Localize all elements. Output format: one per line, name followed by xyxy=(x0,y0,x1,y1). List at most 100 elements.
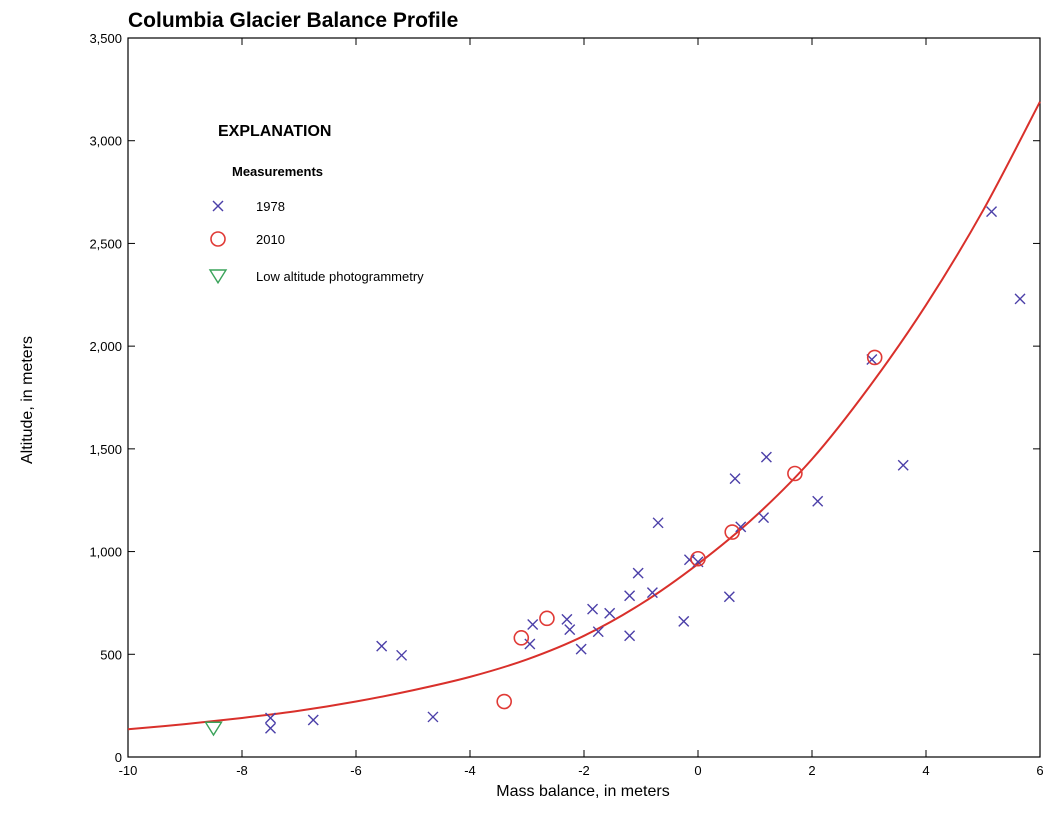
x-stroke xyxy=(758,512,770,524)
x-stroke xyxy=(427,711,439,723)
y-tick-label: 2,000 xyxy=(89,339,122,354)
y-tick-label: 0 xyxy=(115,750,122,765)
x-tick-label: 4 xyxy=(922,763,929,778)
x-stroke xyxy=(592,626,604,638)
x-stroke xyxy=(604,607,616,619)
y-tick-label: 1,500 xyxy=(89,442,122,457)
legend-title: EXPLANATION xyxy=(218,123,331,140)
point-1978 xyxy=(265,722,276,734)
x-stroke xyxy=(866,354,878,365)
point-1978 xyxy=(652,517,664,529)
x-stroke xyxy=(986,206,998,218)
point-1978 xyxy=(265,712,276,724)
legend-entry-low-altitude: Low altitude photogrammetry xyxy=(208,269,424,285)
y-tick-label: 500 xyxy=(100,647,122,662)
fit-curve-layer xyxy=(127,101,1041,731)
x-tick-label: 0 xyxy=(694,763,701,778)
x-stroke xyxy=(735,521,747,533)
point-2010 xyxy=(866,349,883,366)
legend-marker xyxy=(208,269,228,285)
x-stroke xyxy=(587,603,599,615)
y-tick-label: 2,500 xyxy=(89,236,122,251)
axes: -10 -8 -6 -4 -2 0 2 4 6 0 500 1,000 1,500 2,000 2,500 3… xyxy=(89,31,1043,778)
x-stroke xyxy=(564,624,576,636)
point-1978 xyxy=(376,640,388,652)
x-stroke xyxy=(265,722,276,734)
point-1978 xyxy=(427,711,439,723)
x-stroke xyxy=(632,567,644,579)
point-1978 xyxy=(624,630,636,642)
x-axis-label: Mass balance, in meters xyxy=(496,783,669,800)
x-stroke xyxy=(729,473,741,485)
x-stroke xyxy=(376,640,388,652)
plot-frame xyxy=(127,37,1041,758)
legend-entry-2010: 2010 xyxy=(210,231,285,247)
point-low-altitude xyxy=(204,721,223,737)
x-stroke xyxy=(812,495,824,507)
x-tick-label: -8 xyxy=(236,763,248,778)
x-stroke xyxy=(561,613,573,625)
points-layer xyxy=(204,206,1026,737)
x-stroke xyxy=(524,638,536,650)
point-1978 xyxy=(564,624,576,636)
point-1978 xyxy=(646,587,658,599)
x-stroke xyxy=(723,591,735,603)
point-1978 xyxy=(592,626,604,638)
legend-label: 1978 xyxy=(256,199,285,214)
x-tick-label: 2 xyxy=(808,763,815,778)
point-1978 xyxy=(632,567,644,579)
y-tick-label: 3,000 xyxy=(89,134,122,149)
x-stroke xyxy=(624,590,636,602)
legend-label: Low altitude photogrammetry xyxy=(256,269,424,284)
legend-label: 2010 xyxy=(256,232,285,247)
legend-subtitle: Measurements xyxy=(232,164,323,179)
y-tick-label: 1,000 xyxy=(89,545,122,560)
legend-entry-1978: 1978 xyxy=(212,199,285,214)
point-1978 xyxy=(812,495,824,507)
x-stroke xyxy=(307,714,319,726)
x-stroke xyxy=(897,459,909,471)
x-stroke xyxy=(1014,293,1026,305)
x-stroke xyxy=(683,554,695,566)
point-1978 xyxy=(575,643,587,655)
legend-marker xyxy=(212,200,224,212)
point-1978 xyxy=(760,451,772,463)
x-tick-label: -6 xyxy=(350,763,362,778)
legend-marker xyxy=(210,231,226,247)
point-1978 xyxy=(527,619,539,630)
point-1978 xyxy=(678,615,690,627)
y-tick-label: 3,500 xyxy=(89,31,122,46)
x-stroke xyxy=(678,615,690,627)
x-stroke xyxy=(646,587,658,599)
point-1978 xyxy=(561,613,573,625)
point-1978 xyxy=(723,591,735,603)
point-2010 xyxy=(496,693,513,710)
x-stroke xyxy=(396,649,408,661)
point-2010 xyxy=(724,524,741,540)
point-2010 xyxy=(690,550,706,567)
point-1978 xyxy=(587,603,599,615)
point-1978 xyxy=(735,521,747,533)
point-1978 xyxy=(624,590,636,602)
chart-title: Columbia Glacier Balance Profile xyxy=(128,9,458,32)
point-1978 xyxy=(604,607,616,619)
x-stroke xyxy=(652,517,664,529)
point-1978 xyxy=(897,459,909,471)
x-stroke xyxy=(212,200,224,212)
x-stroke xyxy=(575,643,587,655)
legend: EXPLANATION Measurements 1978 2010 Low alt… xyxy=(208,123,424,285)
point-1978 xyxy=(729,473,741,485)
point-2010 xyxy=(787,465,803,482)
point-1978 xyxy=(307,714,319,726)
x-stroke xyxy=(760,451,772,463)
x-stroke xyxy=(624,630,636,642)
legend-entries: 1978 2010 Low altitude photogrammetry xyxy=(208,199,424,285)
fit-curve xyxy=(127,101,1041,731)
point-1978 xyxy=(524,638,536,650)
x-tick-label: -10 xyxy=(119,763,138,778)
x-tick-label: -4 xyxy=(464,763,476,778)
point-2010 xyxy=(539,610,555,627)
point-1978 xyxy=(1014,293,1026,305)
point-1978 xyxy=(986,206,998,218)
